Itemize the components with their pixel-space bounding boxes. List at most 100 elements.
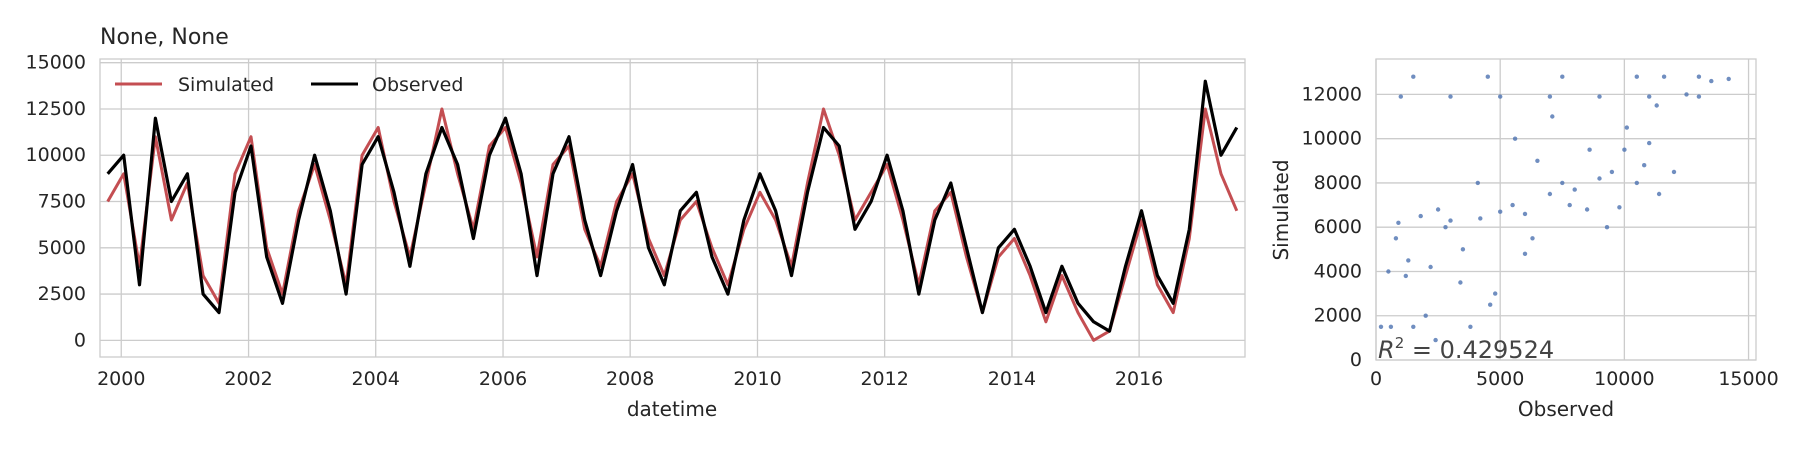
scatter-point: [1475, 180, 1481, 186]
scatter-point: [1406, 258, 1411, 263]
scatter-point: [1709, 78, 1714, 84]
scatter-point: [1572, 187, 1577, 192]
scatter-y-tick-label: 2000: [1314, 305, 1362, 327]
scatter-point: [1512, 136, 1518, 141]
scatter-point: [1547, 94, 1553, 99]
scatter-point: [1617, 205, 1622, 210]
scatter-point: [1418, 213, 1423, 219]
timeseries-y-tick-label: 10000: [26, 144, 86, 166]
scatter-point: [1443, 225, 1448, 230]
scatter-point: [1403, 273, 1409, 279]
scatter-y-tick-label: 10000: [1302, 128, 1362, 150]
scatter-point: [1388, 324, 1394, 329]
scatter-point: [1622, 147, 1627, 152]
scatter-point: [1498, 209, 1503, 214]
scatter-point: [1671, 169, 1677, 175]
scatter-point: [1634, 74, 1640, 79]
timeseries-x-label: datetime: [627, 397, 717, 421]
scatter-point: [1510, 202, 1515, 208]
scatter-points: [1378, 74, 1731, 343]
timeseries-x-tick-label: 2016: [1115, 368, 1163, 390]
scatter-point: [1684, 92, 1689, 97]
scatter-point: [1530, 236, 1535, 241]
scatter-y-tick-label: 12000: [1302, 83, 1362, 105]
scatter-point: [1423, 313, 1428, 318]
scatter-point: [1584, 207, 1590, 212]
scatter-y-tick-label: 0: [1350, 349, 1362, 371]
r-squared-annotation: R2 = 0.429524: [1378, 334, 1554, 364]
scatter-y-ticks: 0 2000 4000 6000 8000 10000 12000: [1302, 83, 1362, 371]
timeseries-y-ticks: 0 2500 5000 7500 10000 12500 15000: [26, 52, 86, 352]
timeseries-y-tick-label: 2500: [38, 283, 86, 305]
r-squared-symbol: R: [1378, 336, 1395, 364]
timeseries-frame: [99, 58, 1246, 358]
scatter-point: [1485, 74, 1491, 79]
timeseries-x-tick-label: 2000: [97, 368, 145, 390]
scatter-grid: [1375, 59, 1756, 361]
scatter-point: [1460, 247, 1466, 252]
scatter-point: [1604, 225, 1610, 230]
timeseries-panel: None, None 0250050007500100001250015000 …: [26, 25, 1246, 421]
scatter-point: [1597, 94, 1602, 99]
scatter-point: [1656, 191, 1662, 197]
scatter-point: [1587, 147, 1592, 152]
timeseries-y-tick-label: 7500: [38, 191, 86, 213]
timeseries-title: None, None: [100, 25, 229, 50]
scatter-point: [1393, 236, 1399, 241]
series-line-observed: [106, 79, 1239, 333]
scatter-y-tick-label: 6000: [1314, 216, 1362, 238]
scatter-y-tick-label: 4000: [1314, 260, 1362, 282]
scatter-point: [1428, 264, 1433, 270]
legend-simulated-label: Simulated: [178, 74, 274, 96]
scatter-point: [1696, 74, 1702, 79]
scatter-point: [1448, 94, 1453, 99]
timeseries-x-tick-label: 2014: [988, 368, 1036, 390]
scatter-point: [1468, 324, 1473, 329]
scatter-point: [1386, 269, 1391, 274]
scatter-point: [1597, 176, 1602, 181]
scatter-point: [1560, 74, 1565, 79]
timeseries-x-tick-label: 2008: [606, 368, 654, 390]
scatter-point: [1535, 158, 1540, 163]
scatter-point: [1726, 76, 1731, 82]
scatter-point: [1478, 216, 1483, 221]
timeseries-y-tick-label: 5000: [38, 237, 86, 259]
scatter-point: [1378, 324, 1384, 329]
scatter-point: [1498, 94, 1503, 99]
timeseries-lines: [106, 79, 1239, 342]
timeseries-grid: [100, 59, 1245, 357]
scatter-point: [1396, 220, 1401, 225]
scatter-point: [1634, 180, 1640, 186]
scatter-point: [1550, 114, 1555, 119]
scatter-y-tick-label: 8000: [1314, 172, 1362, 194]
scatter-x-tick-label: 0: [1370, 368, 1382, 390]
scatter-point: [1547, 191, 1553, 197]
series-line-simulated: [106, 107, 1239, 342]
scatter-point: [1647, 94, 1652, 99]
scatter-point: [1654, 103, 1659, 108]
timeseries-y-tick-label: 15000: [26, 52, 86, 74]
scatter-point: [1609, 169, 1615, 175]
scatter-point: [1433, 337, 1438, 343]
scatter-frame: [1375, 58, 1757, 361]
timeseries-y-tick-label: 0: [74, 329, 86, 351]
scatter-point: [1560, 180, 1565, 186]
scatter-y-label: Simulated: [1269, 159, 1293, 260]
scatter-point: [1522, 251, 1528, 256]
legend-observed-label: Observed: [372, 74, 463, 96]
scatter-point: [1624, 125, 1630, 130]
timeseries-x-tick-label: 2010: [733, 368, 781, 390]
scatter-point: [1411, 74, 1416, 79]
scatter-point: [1448, 218, 1453, 223]
timeseries-legend: Simulated Observed: [115, 74, 463, 96]
scatter-point: [1435, 207, 1441, 212]
scatter-point: [1493, 291, 1498, 296]
scatter-point: [1522, 211, 1528, 217]
scatter-x-tick-label: 5000: [1476, 368, 1524, 390]
scatter-point: [1661, 74, 1667, 79]
scatter-point: [1458, 280, 1463, 285]
scatter-x-tick-label: 10000: [1594, 368, 1654, 390]
scatter-point: [1398, 94, 1404, 99]
scatter-panel: 0 2000 4000 6000 8000 10000 12000 0 5000 10000 15…: [1269, 58, 1779, 421]
